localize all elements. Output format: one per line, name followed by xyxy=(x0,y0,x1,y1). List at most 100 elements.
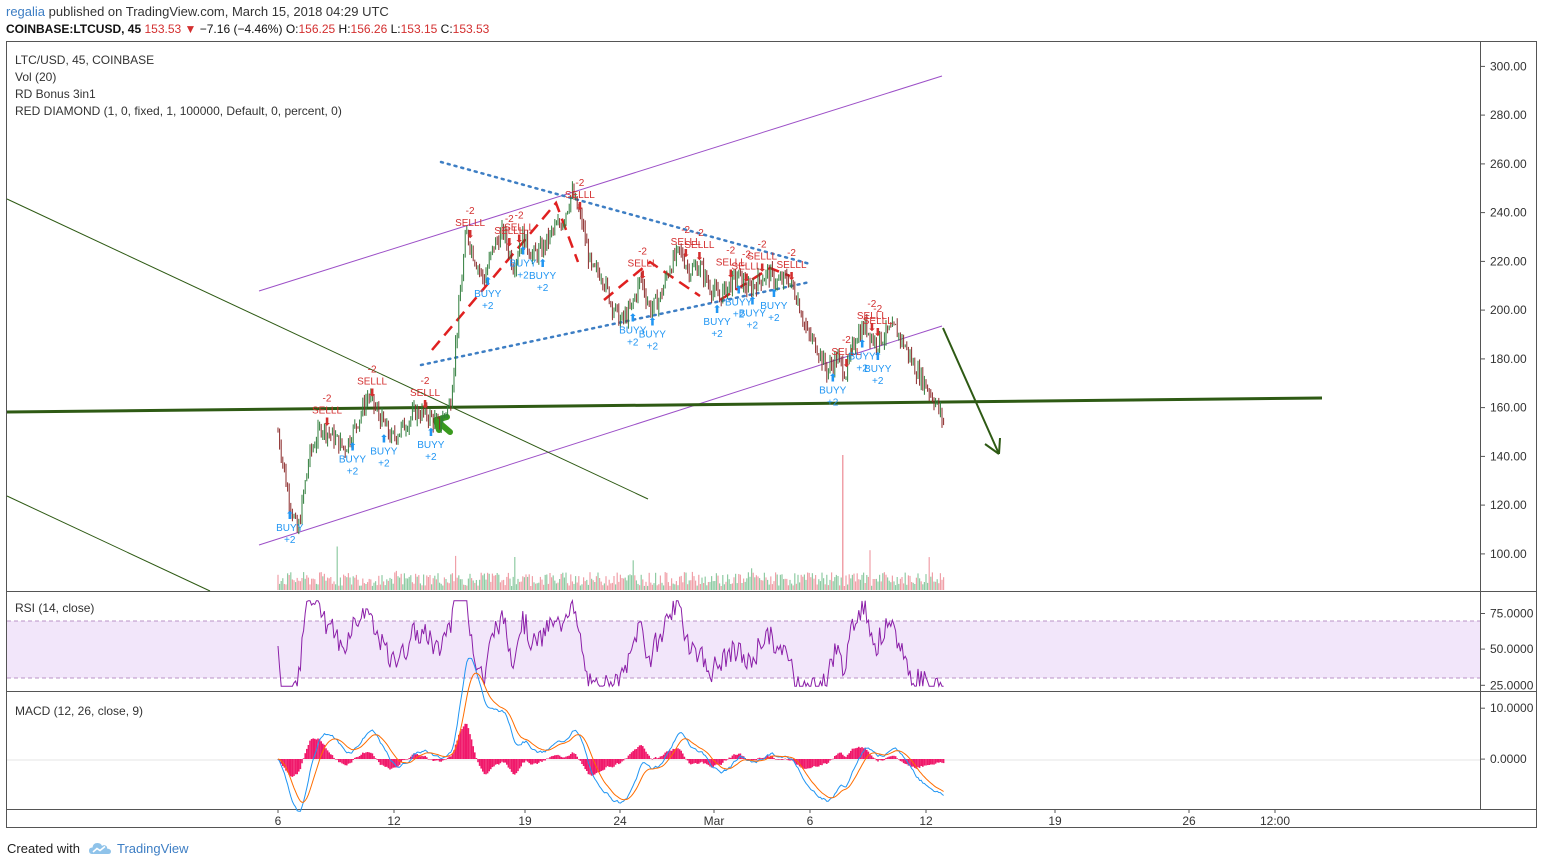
volume-bar xyxy=(695,580,697,590)
legend-volume[interactable]: Vol (20) xyxy=(15,70,57,84)
volume-bar xyxy=(802,576,804,590)
buy-signal-value: +2 xyxy=(347,466,359,477)
legend-red-diamond[interactable]: RED DIAMOND (1, 0, fixed, 1, 100000, Def… xyxy=(15,104,342,118)
volume-bar xyxy=(317,584,319,590)
sell-signal-value: -2 xyxy=(515,210,524,221)
macd-histogram-bar xyxy=(925,759,927,766)
volume-bar xyxy=(847,584,849,590)
downtrend-line-lower[interactable] xyxy=(6,495,211,592)
legend-macd[interactable]: MACD (12, 26, close, 9) xyxy=(15,704,144,718)
channel-upper-line[interactable] xyxy=(258,75,943,292)
volume-bar xyxy=(498,574,500,590)
macd-histogram-bar xyxy=(453,750,455,759)
volume-bar xyxy=(554,580,556,590)
volume-bar xyxy=(851,574,853,590)
tradingview-link[interactable]: TradingView xyxy=(117,841,189,856)
macd-histogram-bar xyxy=(629,754,631,759)
buy-arrow-icon: ⬆ xyxy=(379,433,388,445)
macd-histogram-bar xyxy=(386,759,388,767)
macd-histogram-bar xyxy=(493,759,495,767)
buy-signal-value: +2 xyxy=(378,458,390,469)
volume-bar xyxy=(666,572,668,590)
volume-bar xyxy=(933,581,935,590)
legend-rd-bonus[interactable]: RD Bonus 3in1 xyxy=(15,87,96,101)
volume-bar xyxy=(643,585,645,590)
volume-bar xyxy=(549,573,551,590)
macd-histogram-bar xyxy=(390,759,393,769)
macd-histogram-bar xyxy=(469,734,471,759)
main-pane[interactable] xyxy=(7,42,1480,591)
macd-histogram-bar xyxy=(555,755,558,759)
volume-bar xyxy=(571,581,573,590)
target-arrow[interactable] xyxy=(942,327,1001,455)
sell-signal-label: SELLL xyxy=(312,406,342,417)
volume-bar xyxy=(680,575,682,590)
macd-histogram-bar xyxy=(779,759,782,760)
volume-bar xyxy=(520,581,522,590)
triangle-upper-dotted[interactable] xyxy=(439,160,812,266)
volume-bar xyxy=(835,574,837,590)
triangle-lower-dotted[interactable] xyxy=(419,280,812,367)
volume-bar xyxy=(648,572,650,590)
macd-histogram-bar xyxy=(366,752,369,759)
macd-histogram-bar xyxy=(314,738,316,759)
macd-histogram-bar xyxy=(723,759,726,761)
volume-bar xyxy=(587,584,589,590)
macd-histogram-bar xyxy=(576,756,578,759)
volume-bar xyxy=(632,560,634,590)
macd-histogram-bar xyxy=(942,759,945,764)
macd-pane[interactable] xyxy=(7,692,1480,809)
volume-bar xyxy=(663,585,665,590)
macd-histogram-bar xyxy=(890,756,892,759)
volume-bar xyxy=(664,572,666,590)
macd-histogram-bar xyxy=(291,759,294,777)
macd-histogram-bar xyxy=(482,759,484,772)
volume-bar xyxy=(280,581,282,590)
volume-bar xyxy=(355,574,357,590)
sell-arrow-icon: ⬇ xyxy=(867,322,876,334)
volume-bar xyxy=(746,578,748,590)
volume-bar xyxy=(688,580,690,590)
author-link[interactable]: regalia xyxy=(6,4,46,19)
volume-bar xyxy=(376,585,378,590)
macd-histogram-bar xyxy=(336,759,338,760)
volume-bar xyxy=(733,577,735,590)
legend-main[interactable]: LTC/USD, 45, COINBASE xyxy=(15,53,155,67)
macd-histogram-bar xyxy=(510,759,513,772)
support-line[interactable] xyxy=(6,396,1323,414)
volume-bar xyxy=(459,579,461,590)
macd-histogram-bar xyxy=(626,758,628,759)
macd-signal-line xyxy=(277,672,944,803)
macd-histogram-bar xyxy=(358,756,361,759)
volume-bar xyxy=(610,583,612,590)
volume-bar xyxy=(738,574,740,590)
macd-histogram-bar xyxy=(870,755,873,759)
volume-bar xyxy=(907,575,909,590)
volume-bar xyxy=(371,585,373,590)
volume-bar xyxy=(615,584,617,590)
volume-bar xyxy=(277,574,279,590)
volume-bar xyxy=(861,574,863,590)
macd-histogram-bar xyxy=(680,750,682,759)
buy-arrow-icon: ⬆ xyxy=(857,339,866,351)
volume-bar xyxy=(911,582,913,590)
buy-signal-value: +2 xyxy=(856,364,868,375)
volume-bar xyxy=(848,574,850,590)
volume-bar xyxy=(845,575,847,590)
volume-bar xyxy=(781,574,783,590)
volume-bar xyxy=(362,578,364,590)
sell-arrow-icon: ⬇ xyxy=(638,269,647,281)
legend-rsi[interactable]: RSI (14, close) xyxy=(15,601,95,615)
buy-signal-label: BUYY xyxy=(276,523,304,534)
volume-bar xyxy=(605,576,607,590)
volume-bar xyxy=(323,573,325,590)
channel-lower-line[interactable] xyxy=(258,325,943,546)
symbol-label: COINBASE:LTCUSD, 45 xyxy=(6,22,142,36)
macd-histogram-bar xyxy=(904,759,906,764)
downtrend-line-upper[interactable] xyxy=(6,198,649,500)
macd-histogram-bar xyxy=(312,738,314,759)
macd-histogram-bar xyxy=(862,748,865,759)
swing-path-dashed[interactable] xyxy=(431,200,791,351)
volume-bar xyxy=(627,575,629,590)
